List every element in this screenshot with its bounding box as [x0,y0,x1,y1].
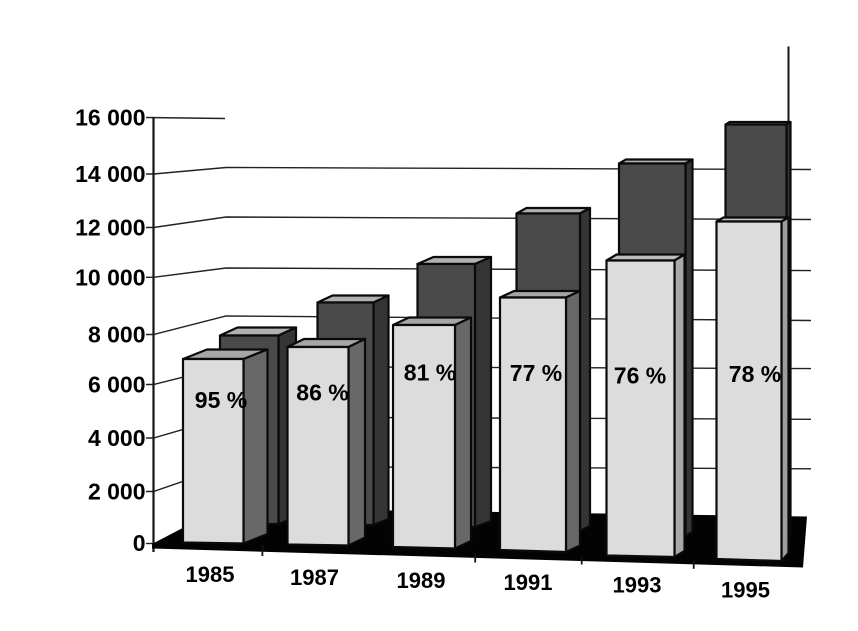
svg-text:1989: 1989 [397,568,446,593]
svg-text:2 000: 2 000 [88,479,146,505]
svg-text:1991: 1991 [504,570,553,595]
svg-text:4 000: 4 000 [88,425,146,451]
svg-text:1985: 1985 [186,562,235,587]
svg-text:76 %: 76 % [614,363,666,389]
svg-text:16 000: 16 000 [75,105,145,131]
svg-text:1987: 1987 [290,565,339,590]
svg-text:1993: 1993 [613,573,662,598]
svg-text:6 000: 6 000 [88,372,146,398]
svg-text:78 %: 78 % [729,361,781,387]
svg-text:8 000: 8 000 [88,322,146,348]
svg-text:1995: 1995 [721,578,770,603]
svg-text:12 000: 12 000 [75,215,145,241]
svg-text:14 000: 14 000 [75,161,145,187]
svg-text:86 %: 86 % [296,380,348,406]
svg-text:77 %: 77 % [510,360,562,386]
svg-text:0: 0 [133,530,146,556]
svg-text:95 %: 95 % [195,387,247,413]
svg-text:10 000: 10 000 [75,264,145,290]
svg-text:81 %: 81 % [404,360,456,386]
